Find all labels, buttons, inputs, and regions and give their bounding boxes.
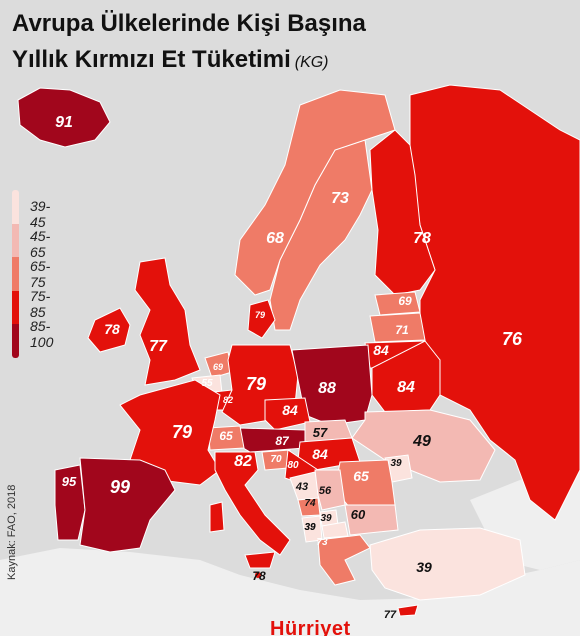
country-czechia: [264, 397, 311, 431]
country-russia: [409, 84, 580, 521]
value-label-slovakia: 57: [313, 425, 328, 440]
value-label-hungary: 84: [312, 446, 328, 462]
country-belarus: [371, 340, 441, 413]
value-label-croatia: 80: [287, 460, 299, 471]
value-label-slovenia: 70: [270, 454, 282, 465]
value-label-spain: 99: [110, 477, 130, 497]
title-line-1: Avrupa Ülkelerinde Kişi Başına: [12, 10, 366, 37]
legend-swatch-1: [12, 190, 19, 224]
value-label-iceland: 91: [55, 114, 73, 131]
title-line-2-text: Yıllık Kırmızı Et Tüketimi: [12, 46, 291, 73]
value-label-poland: 88: [318, 380, 336, 397]
legend-swatch-4: [12, 290, 19, 325]
country-turkey: [369, 527, 526, 601]
brand-logo: Hürriyet: [270, 618, 351, 636]
country-sardinia: [209, 501, 225, 533]
value-label-netherlands: 69: [213, 362, 223, 372]
value-label-estonia: 69: [398, 294, 412, 308]
country-italy: [214, 451, 291, 556]
value-label-montenegro: 74: [304, 498, 316, 509]
legend-color-bar: [12, 190, 19, 358]
value-label-belgium: 55: [201, 378, 213, 389]
country-portugal: [54, 464, 86, 541]
value-label-greece: 73: [316, 537, 328, 548]
value-label-albania: 39: [304, 522, 316, 533]
legend-swatch-5: [12, 324, 19, 358]
source-note: Kaynak: FAO, 2018: [6, 484, 18, 580]
country-denmark: [247, 299, 276, 339]
country-serbia: [314, 469, 346, 511]
value-label-luxembourg: 82: [223, 395, 233, 405]
value-label-sweden: 73: [331, 190, 349, 207]
value-label-bosnia: 43: [295, 481, 308, 493]
value-label-malta: 78: [252, 569, 266, 583]
country-estonia: [374, 291, 421, 316]
country-poland: [291, 344, 373, 426]
map-title: Avrupa Ülkelerinde Kişi Başına Yıllık Kı…: [12, 6, 366, 81]
value-label-russia: 76: [502, 329, 523, 349]
africa-land: [0, 548, 580, 636]
country-ukraine: [351, 409, 496, 483]
value-label-norway: 68: [266, 230, 284, 247]
value-label-latvia: 71: [395, 323, 409, 337]
country-greece: [317, 534, 371, 586]
value-label-belarus: 84: [397, 379, 415, 396]
value-label-cyprus: 77: [384, 609, 397, 621]
value-label-czechia: 84: [282, 402, 298, 418]
value-label-portugal: 95: [62, 474, 77, 489]
country-malta: [255, 572, 261, 578]
country-sicily: [244, 551, 276, 569]
legend-swatch-3: [12, 257, 19, 291]
legend-label: 39-45: [30, 198, 51, 230]
legend-label: 65-75: [30, 258, 51, 290]
country-latvia: [369, 312, 426, 343]
value-label-lithuania: 84: [373, 342, 389, 358]
value-label-france: 79: [172, 422, 192, 442]
legend-label: 75-85: [30, 288, 51, 320]
title-unit: (KG): [294, 54, 329, 71]
value-label-switzerland: 65: [219, 429, 233, 443]
legend-label: 85-100: [30, 318, 54, 350]
country-spain: [79, 457, 176, 553]
country-ireland: [87, 307, 131, 353]
country-iceland: [17, 87, 111, 148]
value-label-kosovo: 39: [320, 513, 332, 524]
value-label-uk: 77: [149, 338, 168, 355]
value-label-macedonia: 39: [304, 522, 316, 533]
country-finland: [369, 129, 436, 296]
value-label-serbia: 56: [319, 485, 332, 497]
country-austria: [237, 427, 306, 453]
country-norway: [234, 89, 396, 296]
country-bulgaria: [344, 504, 399, 536]
legend-swatch-2: [12, 223, 19, 258]
country-cyprus: [397, 604, 419, 617]
value-label-bulgaria: 60: [351, 507, 366, 522]
title-line-2: Yıllık Kırmızı Et Tüketimi (KG): [12, 42, 366, 81]
value-label-moldova: 39: [390, 458, 402, 469]
value-label-denmark: 79: [255, 310, 265, 320]
country-france: [119, 379, 221, 486]
value-label-ireland: 78: [104, 321, 120, 337]
legend-label: 45-65: [30, 228, 51, 260]
value-label-romania: 65: [353, 468, 369, 484]
value-label-finland: 78: [413, 230, 431, 247]
value-label-ukraine: 49: [412, 433, 431, 450]
value-label-italy: 82: [234, 453, 252, 470]
value-label-germany: 79: [246, 374, 266, 394]
country-uk: [134, 257, 201, 386]
value-label-austria: 87: [275, 434, 290, 448]
value-label-turkey: 39: [416, 559, 432, 575]
